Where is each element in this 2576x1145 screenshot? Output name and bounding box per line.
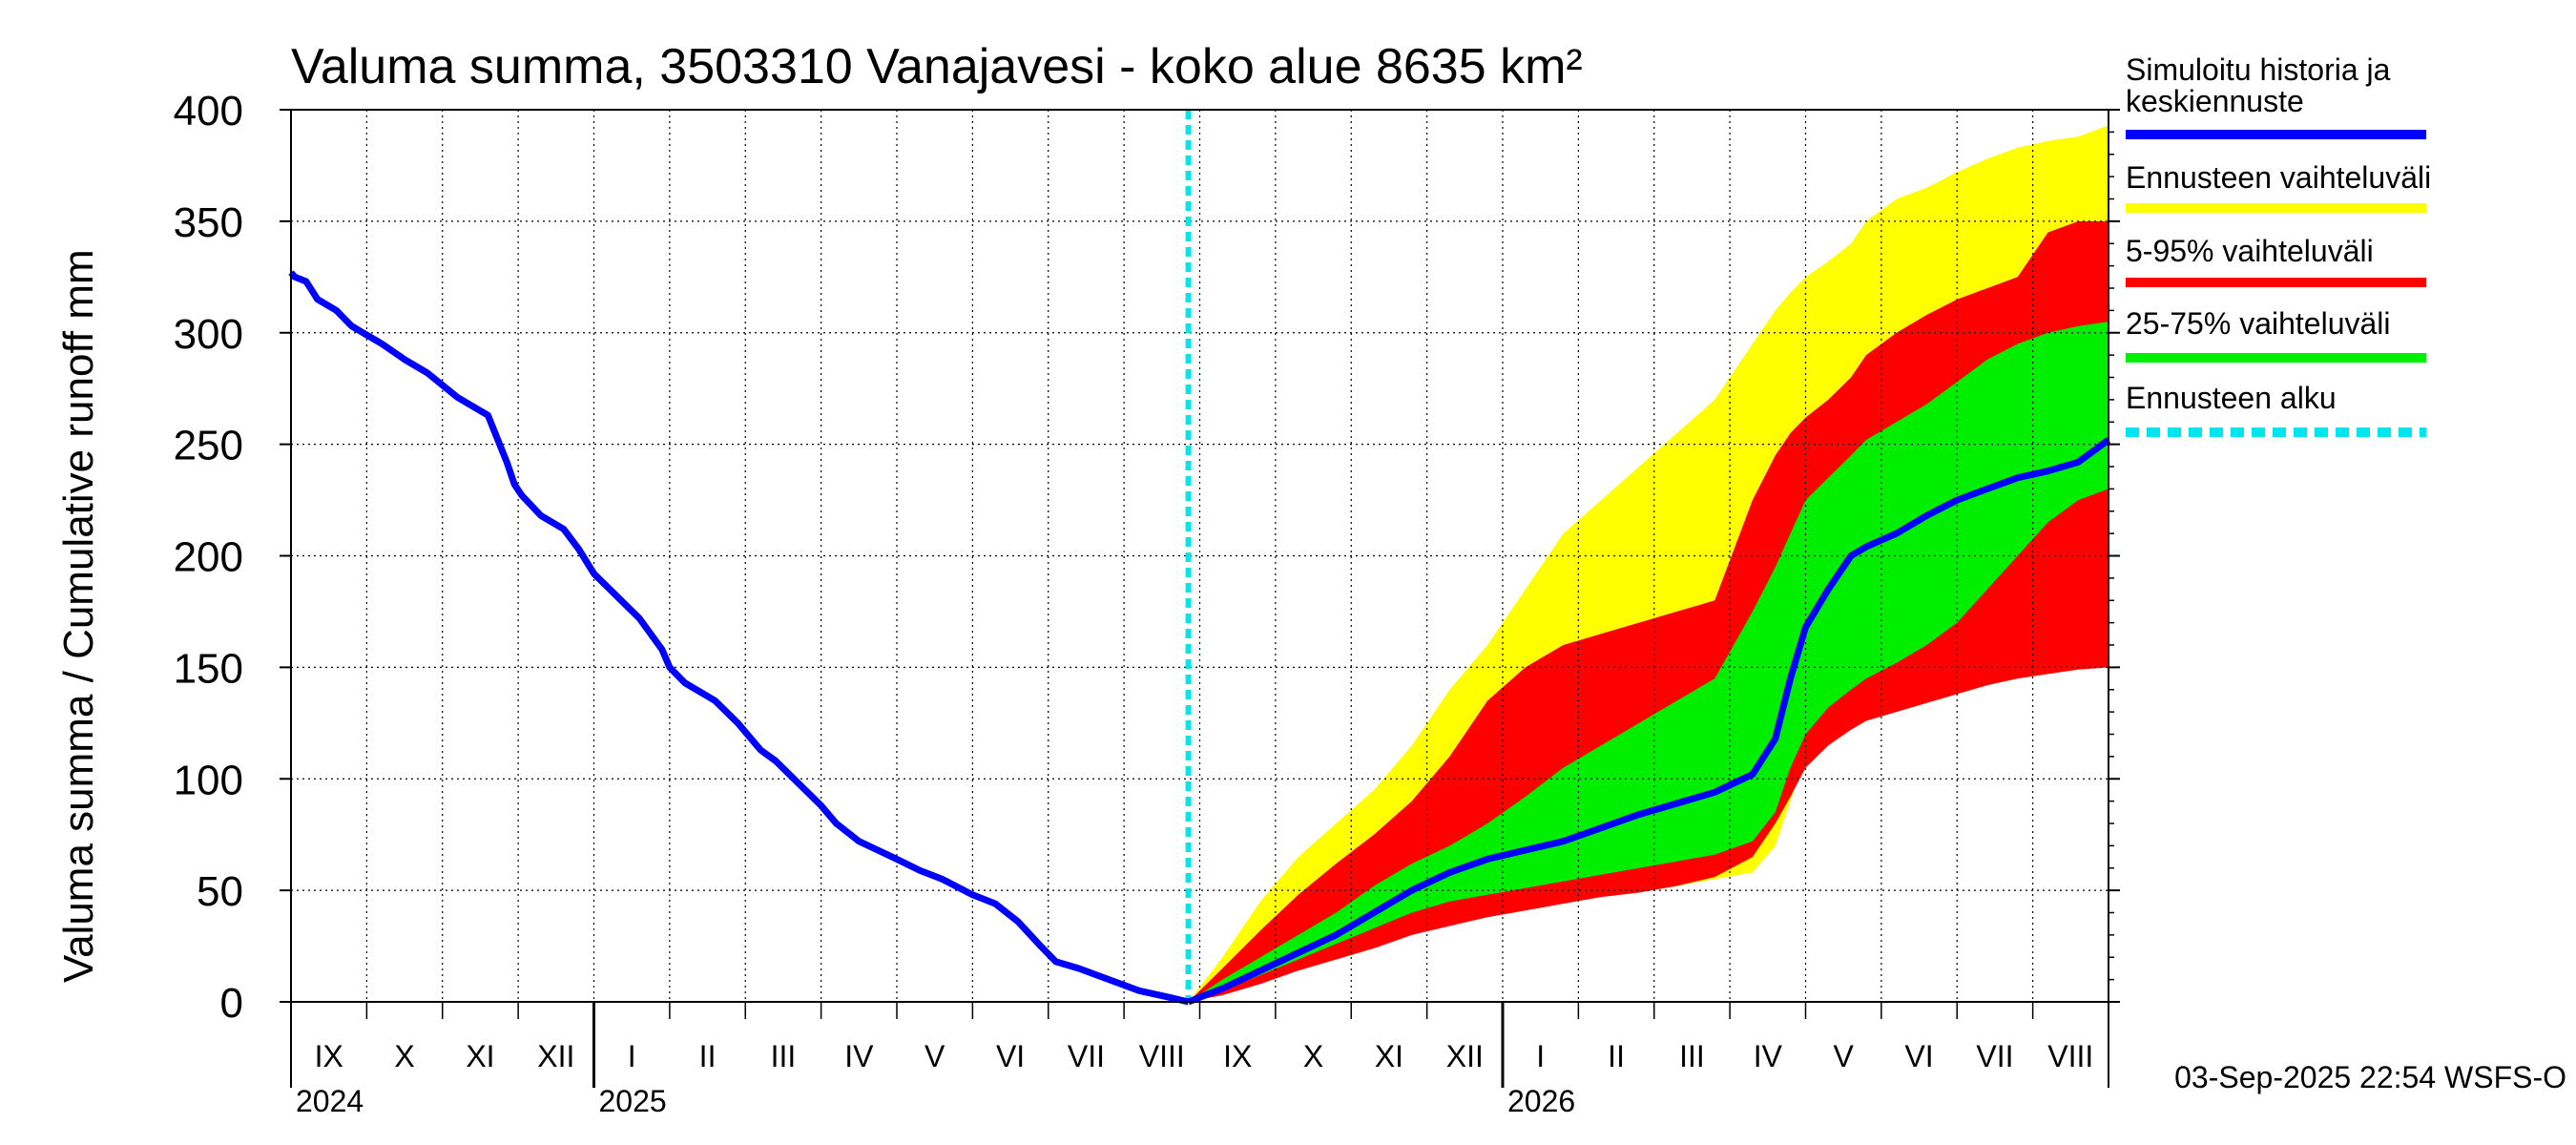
chart-title: Valuma summa, 3503310 Vanajavesi - koko … (291, 39, 1583, 94)
band-25-75 (1188, 322, 2109, 1003)
forecast-mean-line (1187, 437, 2111, 1006)
band-ennusteen-vaihteluvali (1188, 125, 2109, 1002)
forecast-bands (1188, 125, 2109, 1003)
month-label: XI (466, 1039, 494, 1073)
month-label: I (628, 1039, 636, 1073)
month-label: VI (996, 1039, 1025, 1073)
y-tick-label: 0 (220, 980, 243, 1027)
legend-label-5-95: 5-95% vaihteluväli (2126, 234, 2374, 268)
y-tick-label: 50 (197, 868, 243, 915)
month-label: III (1679, 1039, 1705, 1073)
month-label: IV (844, 1039, 874, 1073)
month-label: VII (1068, 1039, 1105, 1073)
y-tick-label: 150 (174, 645, 243, 692)
legend-label-ennusteen-vaihteluvali: Ennusteen vaihteluväli (2126, 160, 2431, 195)
month-label: IX (1223, 1039, 1252, 1073)
y-tick-label: 200 (174, 534, 243, 581)
month-label: XII (537, 1039, 574, 1073)
timestamp-label: 03-Sep-2025 22:54 WSFS-O (2174, 1060, 2566, 1094)
band-5-95 (1188, 220, 2109, 1002)
month-label: XII (1446, 1039, 1484, 1073)
legend-label-ennusteen-alku: Ennusteen alku (2126, 381, 2337, 415)
y-tick-label: 250 (174, 423, 243, 469)
year-label: 2025 (599, 1084, 667, 1118)
year-label: 2026 (1507, 1084, 1575, 1118)
legend-label-history: Simuloitu historia ja (2126, 52, 2391, 87)
month-label: II (699, 1039, 717, 1073)
y-tick-label: 400 (174, 88, 243, 135)
history-line (288, 270, 1190, 1006)
month-label: IV (1754, 1039, 1783, 1073)
year-label: 2024 (296, 1084, 364, 1118)
data-lines (288, 110, 2111, 1006)
month-label: X (394, 1039, 414, 1073)
month-label: VIII (2047, 1039, 2093, 1073)
month-label: VIII (1139, 1039, 1185, 1073)
legend-label-25-75: 25-75% vaihteluväli (2126, 306, 2391, 341)
y-tick-label: 100 (174, 757, 243, 803)
month-label: V (1834, 1039, 1855, 1073)
y-axis-label: Valuma summa / Cumulative runoff mm (55, 249, 102, 983)
month-label: III (771, 1039, 797, 1073)
month-label: VII (1976, 1039, 2013, 1073)
legend-label-history-2: keskiennuste (2126, 84, 2304, 118)
month-label: VI (1904, 1039, 1933, 1073)
month-label: I (1536, 1039, 1545, 1073)
month-label: II (1608, 1039, 1625, 1073)
month-label: X (1303, 1039, 1323, 1073)
month-label: V (924, 1039, 945, 1073)
month-label: XI (1375, 1039, 1403, 1073)
y-tick-label: 300 (174, 311, 243, 358)
y-tick-label: 350 (174, 199, 243, 246)
month-label: IX (315, 1039, 343, 1073)
